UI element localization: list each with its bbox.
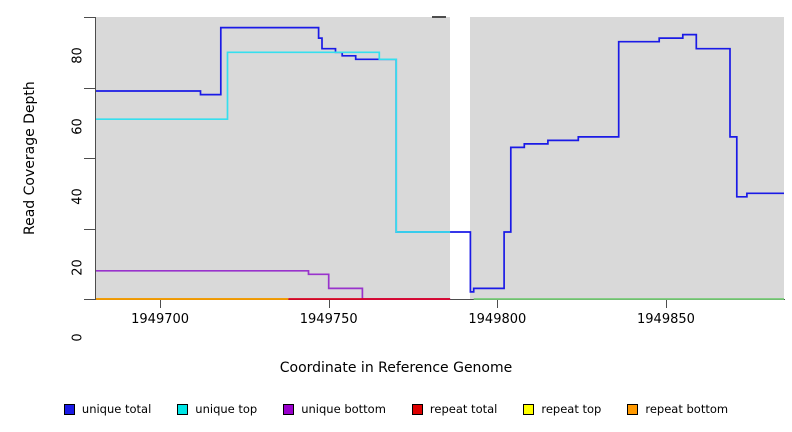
x-axis-title: Coordinate in Reference Genome — [279, 360, 513, 376]
chart-legend: unique total unique top unique bottom repea… — [0, 398, 792, 420]
y-tick — [84, 158, 95, 159]
legend-item[interactable]: repeat top — [523, 402, 601, 416]
legend-label: repeat total — [429, 402, 498, 416]
series-unique-top — [96, 51, 451, 233]
legend-label: repeat top — [541, 402, 602, 416]
coverage-gap-region — [450, 0, 471, 432]
legend-label: unique bottom — [301, 402, 386, 416]
x-tick-label: 1949750 — [299, 312, 358, 327]
legend-swatch-icon — [63, 403, 75, 415]
legend-label: unique total — [81, 402, 152, 416]
y-tick — [84, 299, 95, 300]
x-tick — [497, 300, 498, 308]
legend-swatch-icon — [411, 403, 423, 415]
series-unique-bottom — [96, 269, 451, 300]
x-tick-label: 1949800 — [468, 312, 527, 327]
x-tick — [160, 300, 161, 308]
legend-item[interactable]: repeat total — [411, 402, 498, 416]
legend-swatch-icon — [523, 403, 535, 415]
y-tick — [84, 229, 95, 230]
panel-top-marker — [432, 16, 446, 18]
legend-item[interactable]: unique total — [63, 402, 152, 416]
y-tick — [84, 17, 95, 18]
legend-swatch-icon — [283, 403, 295, 415]
x-tick-label: 1949700 — [131, 312, 190, 327]
legend-swatch-icon — [177, 403, 189, 415]
legend-item[interactable]: unique top — [177, 402, 257, 416]
x-tick-label: 1949850 — [637, 312, 695, 327]
y-axis-line — [95, 17, 96, 300]
plot-panel — [96, 17, 784, 299]
legend-label: unique top — [195, 402, 258, 416]
legend-item[interactable]: unique bottom — [283, 402, 386, 416]
legend-label: repeat bottom — [645, 402, 729, 416]
x-tick — [666, 300, 667, 308]
legend-item[interactable]: repeat bottom — [627, 402, 728, 416]
y-tick — [84, 88, 95, 89]
series-unique-total — [96, 26, 784, 293]
x-tick — [329, 300, 330, 308]
legend-swatch-icon — [627, 403, 639, 415]
